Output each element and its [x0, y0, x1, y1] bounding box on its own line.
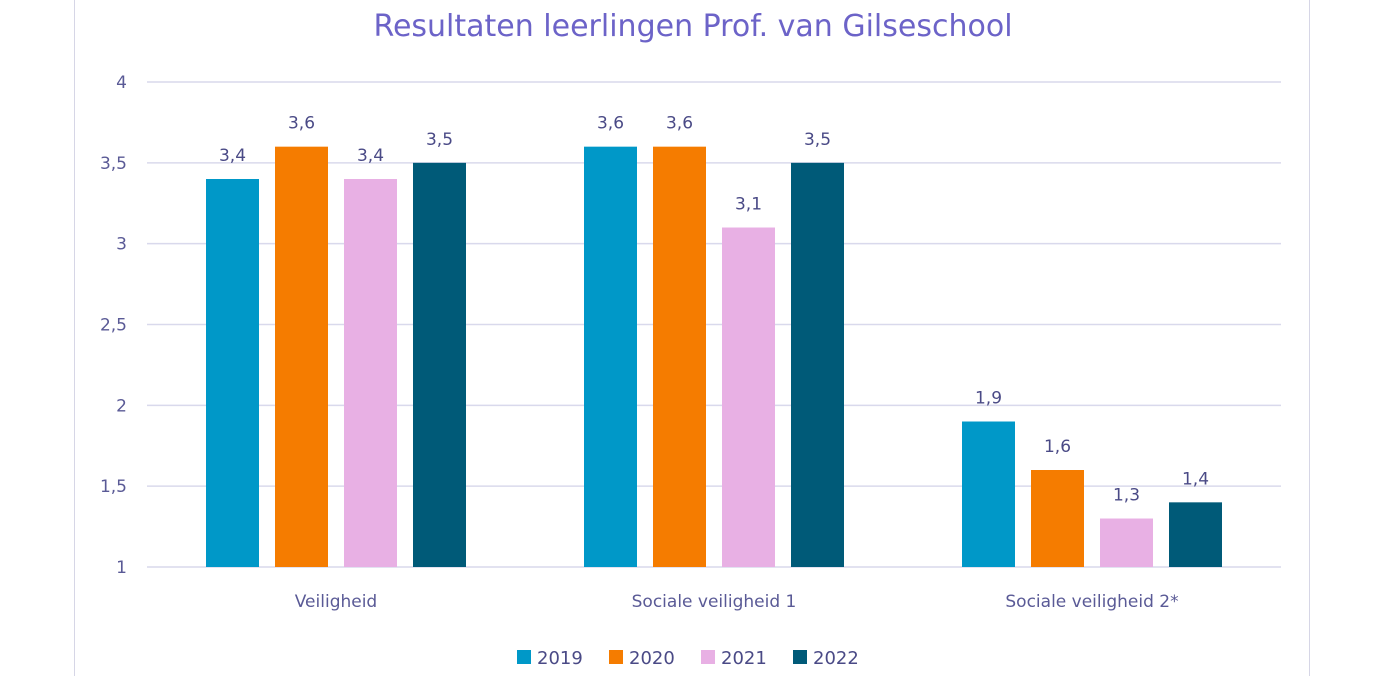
bar-2021-2: [722, 228, 775, 568]
bar-2019-1: [206, 179, 259, 567]
bar-2020-2: [653, 147, 706, 567]
bar-2022-1: [413, 163, 466, 567]
legend-label: 2021: [721, 648, 767, 669]
bar-2022-2: [791, 163, 844, 567]
legend-swatch: [701, 650, 715, 664]
x-category-label: Veiligheid: [295, 592, 377, 612]
data-label: 1,4: [1182, 469, 1209, 489]
data-label: 1,6: [1044, 437, 1071, 457]
bar-2020-1: [275, 147, 328, 567]
legend-item-2021: 2021: [701, 648, 767, 669]
data-label: 3,4: [219, 146, 246, 166]
y-tick-label: 3: [116, 235, 127, 255]
legend-swatch: [793, 650, 807, 664]
legend-label: 2022: [813, 648, 859, 669]
bars: [206, 147, 1222, 567]
legend-item-2019: 2019: [517, 648, 583, 669]
y-tick-label: 2: [116, 396, 127, 416]
y-tick-label: 1,5: [100, 477, 127, 497]
data-label: 1,9: [975, 389, 1002, 409]
y-tick-label: 3,5: [100, 154, 127, 174]
bar-2019-2: [584, 147, 637, 567]
data-label: 3,4: [357, 146, 384, 166]
data-label: 3,6: [666, 114, 693, 134]
y-tick-label: 4: [116, 73, 127, 93]
x-axis-categories: Veiligheid Sociale veiligheid 1 Sociale ve…: [295, 592, 1179, 612]
x-category-label: Sociale veiligheid 2*: [1005, 592, 1178, 612]
bar-2021-3: [1100, 519, 1153, 568]
data-label: 3,5: [804, 130, 831, 150]
legend-swatch: [517, 650, 531, 664]
data-label: 1,3: [1113, 486, 1140, 506]
bar-2019-3: [962, 422, 1015, 568]
data-label: 3,6: [288, 114, 315, 134]
data-label: 3,1: [735, 195, 762, 215]
legend-label: 2019: [537, 648, 583, 669]
bar-2021-1: [344, 179, 397, 567]
legend: 2019 2020 2021 2022: [517, 648, 859, 669]
legend-item-2022: 2022: [793, 648, 859, 669]
y-tick-label: 2,5: [100, 316, 127, 336]
bar-2020-3: [1031, 470, 1084, 567]
chart-frame: Resultaten leerlingen Prof. van Gilsesch…: [74, 0, 1310, 676]
legend-item-2020: 2020: [609, 648, 675, 669]
chart-title: Resultaten leerlingen Prof. van Gilsesch…: [373, 9, 1012, 44]
bar-chart: Resultaten leerlingen Prof. van Gilsesch…: [75, 0, 1311, 676]
bar-2022-3: [1169, 502, 1222, 567]
data-label: 3,5: [426, 130, 453, 150]
legend-swatch: [609, 650, 623, 664]
y-axis-ticks: 1 1,5 2 2,5 3 3,5 4: [100, 73, 127, 578]
y-tick-label: 1: [116, 558, 127, 578]
legend-label: 2020: [629, 648, 675, 669]
x-category-label: Sociale veiligheid 1: [632, 592, 797, 612]
data-label: 3,6: [597, 114, 624, 134]
